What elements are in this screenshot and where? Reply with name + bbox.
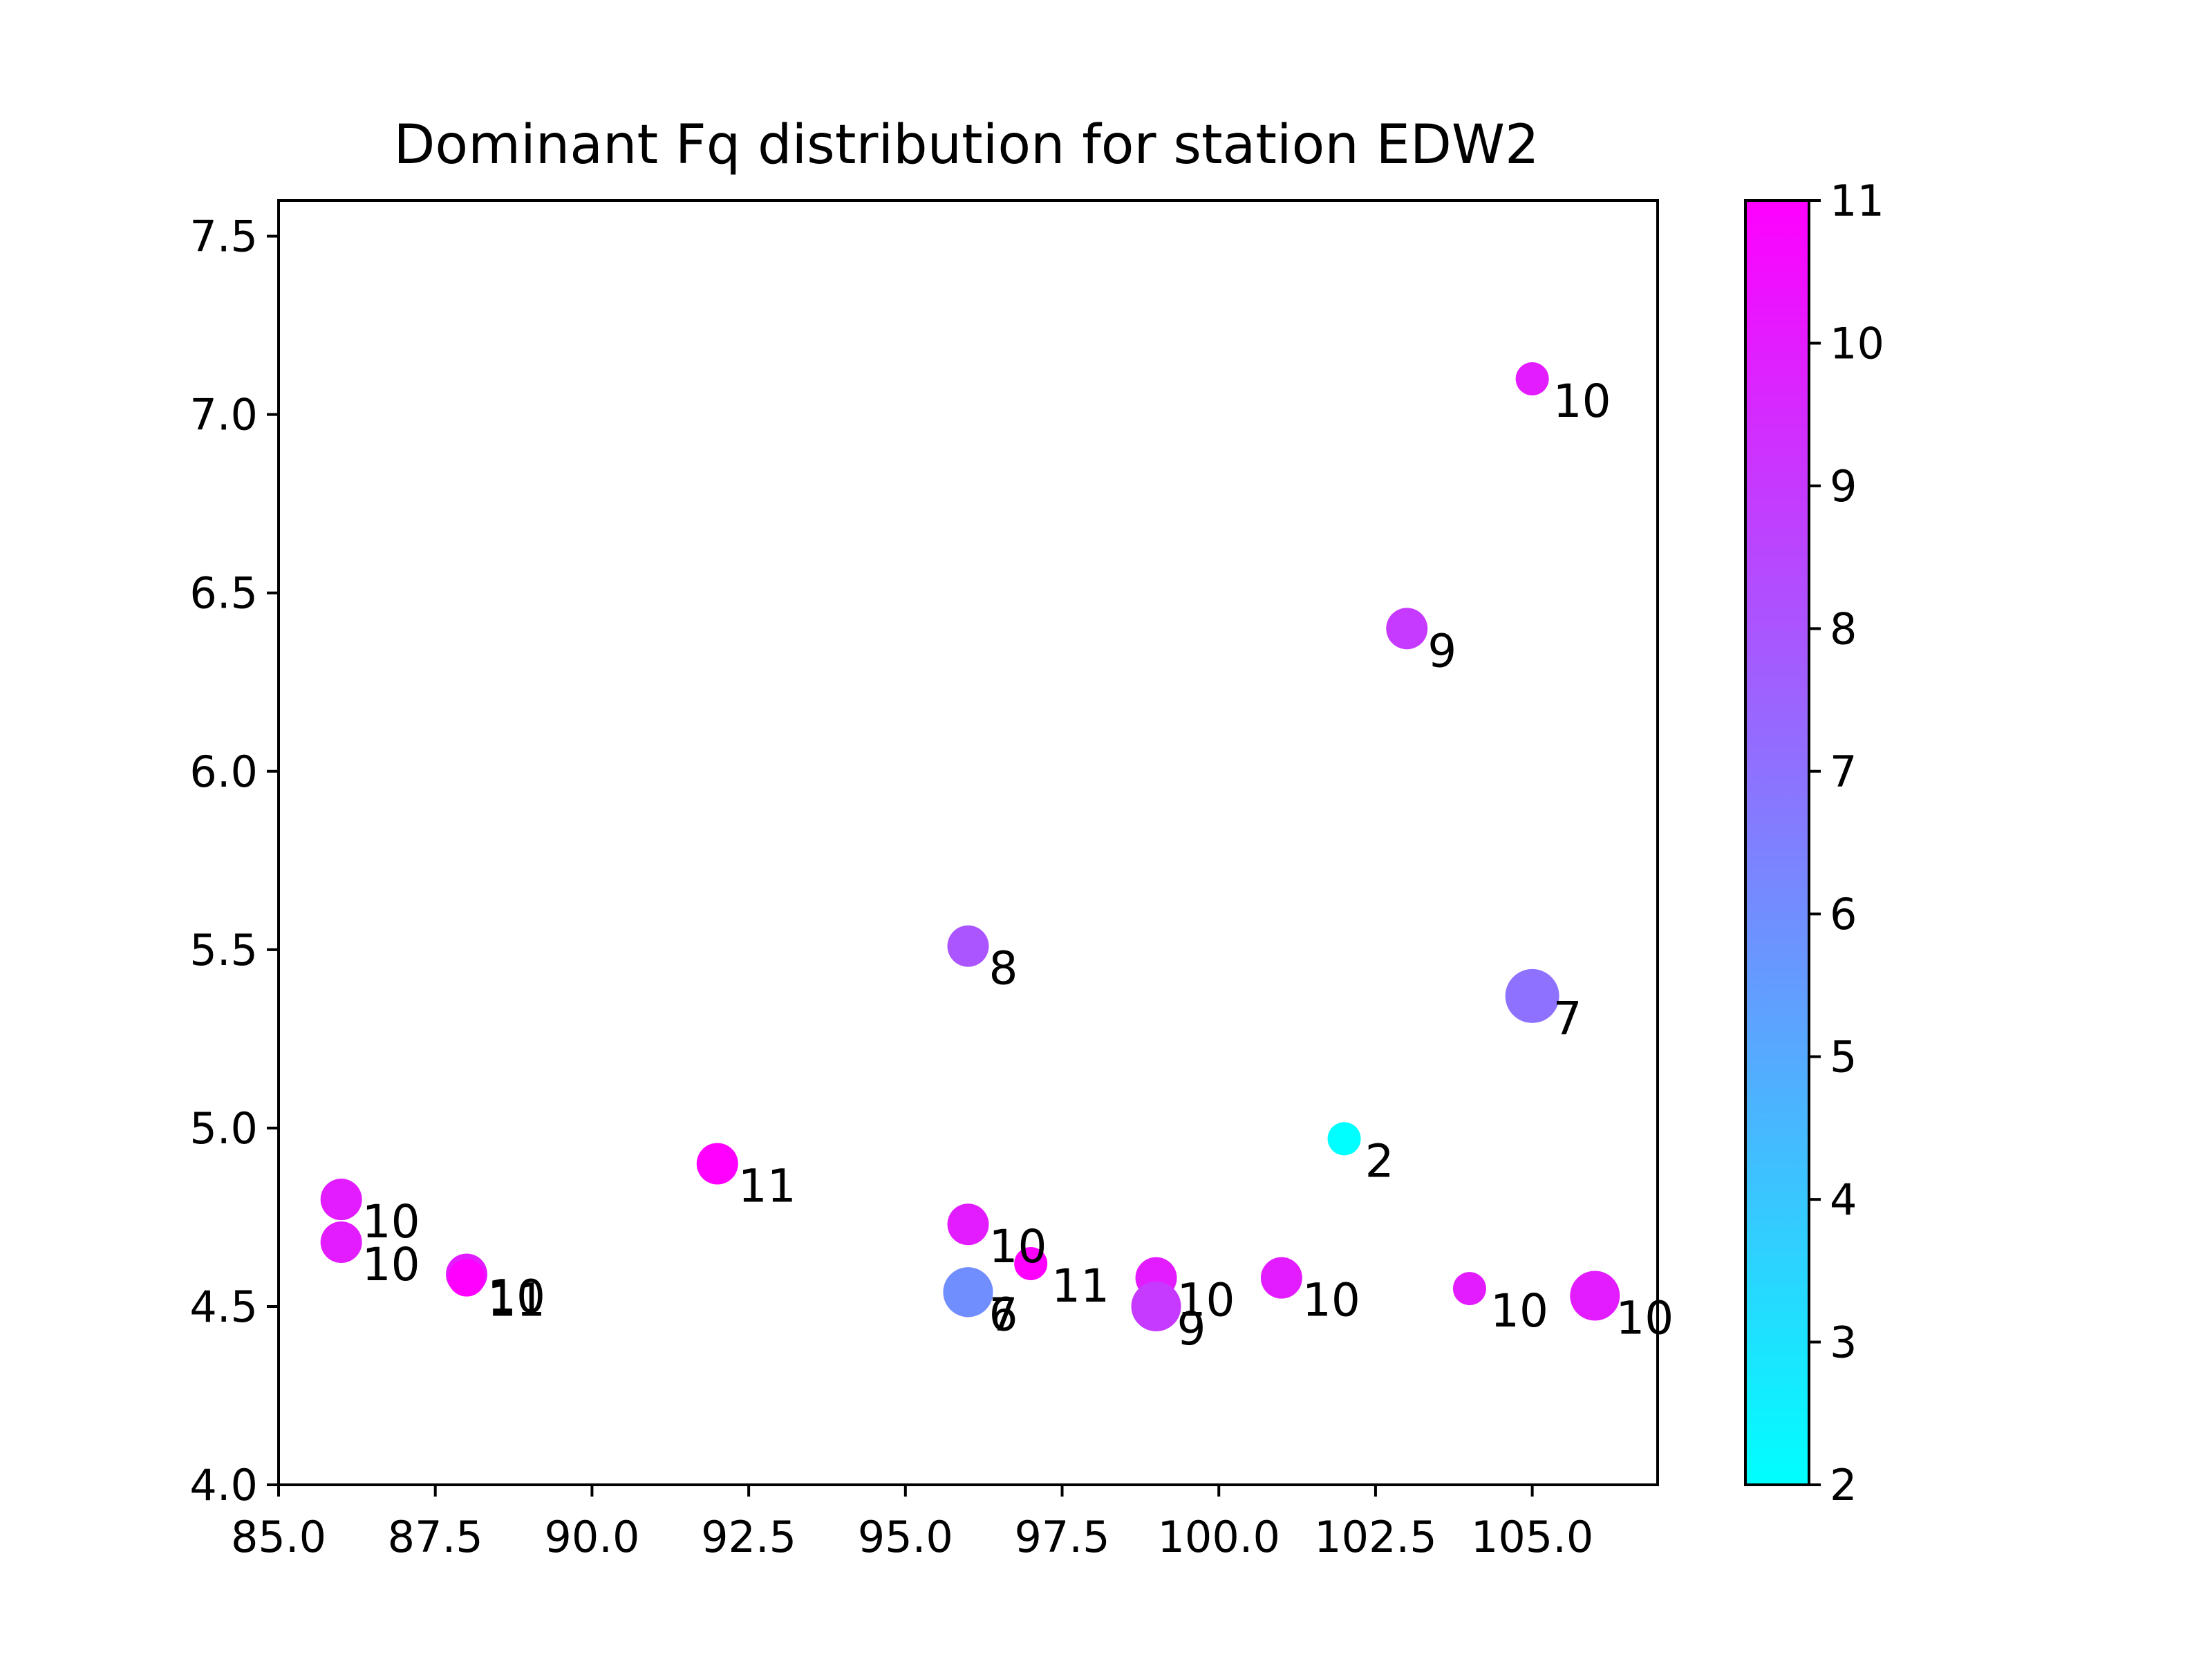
colorbar-axis: 2 3 4 5 6 7 8 9 10 11 [1809,176,1884,1510]
data-point-label: 11 [738,1160,796,1213]
data-point [947,1203,989,1246]
colorbar-tick-label: 4 [1830,1174,1857,1225]
y-tick-label: 7.0 [189,390,258,440]
data-point [1131,1281,1181,1331]
colorbar-tick-label: 3 [1830,1318,1857,1368]
chart-title: Dominant Fq distribution for station EDW… [393,114,1539,176]
data-point-label: 10 [1177,1274,1235,1327]
data-point-label: 11 [1051,1259,1109,1313]
colorbar [1744,199,1810,1486]
x-tick-label: 92.5 [701,1512,796,1562]
y-tick-label: 5.5 [189,925,258,975]
y-tick-label: 4.5 [189,1282,258,1332]
data-point [943,1267,993,1318]
points-layer [320,362,1620,1331]
data-point-label: 10 [1490,1284,1548,1338]
data-point [1515,362,1549,396]
data-point [947,925,989,967]
data-point-label: 7 [989,1288,1018,1341]
colorbar-tick-label: 8 [1830,603,1857,654]
data-point-label: 9 [1177,1302,1206,1356]
x-tick-label: 102.5 [1314,1512,1437,1562]
x-tick-label: 87.5 [388,1512,483,1562]
plot-area-frame [277,199,1659,1486]
data-point-label: 10 [1615,1291,1674,1344]
x-tick-label: 90.0 [544,1512,639,1562]
x-tick-label: 97.5 [1014,1512,1109,1562]
colorbar-tick-label: 5 [1830,1032,1857,1082]
data-point [448,1259,486,1297]
data-point [1505,968,1559,1023]
y-axis: 4.0 4.5 5.0 5.5 6.0 6.5 7.0 7.5 [189,212,279,1510]
x-axis: 85.0 87.5 90.0 92.5 95.0 97.5 100.0 102.5 105.0 [231,1485,1593,1562]
data-point [320,1221,362,1264]
data-point-label: 6 [989,1288,1018,1341]
data-point [1452,1272,1486,1306]
x-tick-label: 105.0 [1471,1512,1594,1562]
y-tick-label: 4.0 [189,1460,258,1510]
data-point-label: 10 [362,1238,420,1291]
colorbar-tick-label: 9 [1830,461,1857,512]
data-point [1260,1257,1302,1299]
data-point-label: 10 [487,1270,545,1323]
y-tick-label: 7.5 [189,212,258,262]
x-tick-label: 95.0 [858,1512,953,1562]
data-point-label: 10 [362,1195,420,1248]
data-point-label: 9 [1427,624,1456,677]
y-tick-label: 5.0 [189,1103,258,1154]
colorbar-tick-label: 2 [1830,1460,1857,1510]
data-point [1570,1271,1620,1321]
colorbar-tick-label: 11 [1830,176,1884,226]
data-point [1386,608,1428,650]
data-point-label: 2 [1365,1134,1394,1188]
data-point-label: 10 [1553,375,1611,428]
data-point-label: 10 [1302,1274,1360,1327]
data-point-label: 8 [989,942,1018,995]
data-point [1014,1247,1048,1281]
data-point-label: 10 [989,1220,1047,1273]
x-tick-label: 100.0 [1157,1512,1280,1562]
colorbar-tick-label: 10 [1830,318,1884,368]
data-point-label: 7 [1553,992,1582,1045]
x-tick-label: 85.0 [231,1512,326,1562]
colorbar-tick-label: 7 [1830,747,1857,797]
colorbar-tick-label: 6 [1830,889,1857,939]
data-point [320,1179,362,1221]
y-tick-label: 6.0 [189,747,258,797]
data-point [696,1143,738,1185]
data-point [1327,1122,1361,1156]
y-tick-label: 6.5 [189,568,258,619]
data-point-label: 11 [487,1274,545,1327]
